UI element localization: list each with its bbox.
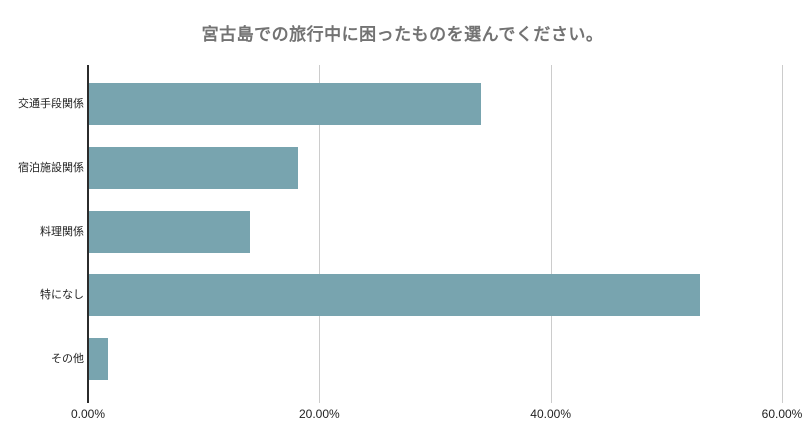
gridline [550, 65, 552, 403]
category-label: 料理関係 [40, 225, 84, 238]
x-tick-label: 60.00% [761, 407, 803, 421]
gridline [782, 65, 783, 403]
chart-title: 宮古島での旅行中に困ったものを選んでください。 [201, 25, 604, 44]
category-label: その他 [51, 353, 84, 366]
x-tick-label: 40.00% [530, 407, 572, 421]
bar [89, 274, 700, 317]
x-tick-label: 0.00% [70, 407, 106, 421]
category-label: 宿泊施設関係 [18, 161, 84, 174]
bar [89, 146, 299, 189]
category-label: 交通手段関係 [18, 97, 84, 110]
category-label: 特になし [40, 289, 84, 302]
bar [89, 82, 482, 125]
bar [89, 338, 108, 381]
bar [89, 210, 250, 253]
x-tick-label: 20.00% [298, 407, 340, 421]
gridline [319, 65, 321, 403]
axis-baseline [87, 65, 89, 403]
